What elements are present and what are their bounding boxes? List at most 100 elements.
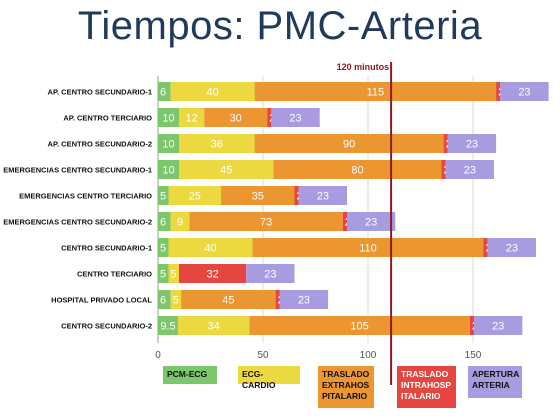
bar-segment [179,108,205,127]
legend-label: TRASLADO [401,369,449,379]
bar-segment [487,238,536,257]
legend-label: INTRAHOSP [401,380,452,390]
bar-segment [158,290,171,309]
data-label: 5 [173,295,179,307]
bar-segment [179,160,274,179]
bar-segment [168,238,253,257]
bar-segment [447,134,497,153]
data-label: 25 [189,191,201,203]
bar-segment [298,186,347,205]
data-label: 23 [466,139,478,151]
bar-segment [254,134,444,153]
bar-segment [177,316,250,335]
data-label: 5 [171,269,177,281]
data-label: 30 [230,113,242,125]
data-label: 5 [160,191,166,203]
category-label: EMERGENCIAS CENTRO SECUNDARIO-1 [3,166,152,175]
category-label: HOSPITAL PRIVADO LOCAL [51,296,152,305]
bar-segment [181,290,276,309]
data-label: 23 [317,191,329,203]
legend-label: APERTURA [472,369,520,379]
bar-segment [267,108,272,127]
bar-segment [246,264,295,283]
category-label: EMERGENCIAS CENTRO SECUNDARIO-2 [3,218,152,227]
data-label: 80 [351,165,363,177]
data-label: 10 [162,165,174,177]
bar-segment [483,238,488,257]
bar-segment [158,108,179,127]
category-label: AP. CENTRO SECUNDARIO-1 [48,88,152,97]
data-label: 45 [222,295,234,307]
category-label: CENTRO TERCIARIO [77,270,152,279]
bar-segment [252,238,484,257]
bar-segment [249,316,470,335]
legend-label: PCM-ECG [167,369,208,379]
bar-segment [443,134,448,153]
legend-item: TRASLADO EXTRAHOS PITALARIO [318,366,374,408]
data-label: 90 [343,139,355,151]
data-label: 9.5 [160,321,175,333]
legend-label: ARTERIA [472,380,510,390]
data-label: 10 [162,113,174,125]
data-label: 32 [206,269,218,281]
bar-segment [441,160,446,179]
data-label: 23 [518,87,530,99]
bar-segment [179,134,255,153]
legend-item: ECG-CARDIO [238,366,300,390]
bar-segment [158,212,171,231]
category-label: AP. CENTRO TERCIARIO [63,114,152,123]
bar-segment [469,316,475,335]
data-label: 23 [289,113,301,125]
x-tick-label: 150 [465,350,482,361]
data-label: 23 [365,217,377,229]
bar-segment [179,264,247,283]
reference-line-label: 120 minutos [337,62,390,72]
bar-segment [496,82,501,101]
bar-segment [158,82,171,101]
legend-label: EXTRAHOS [322,380,370,390]
data-label: 73 [260,217,272,229]
x-tick-label: 0 [155,350,161,361]
bar-segment [342,212,347,231]
data-label: 6 [160,217,166,229]
data-label: 40 [204,243,216,255]
data-label: 5 [160,243,166,255]
bar-segment [158,264,169,283]
data-label: 23 [298,295,310,307]
data-label: 12 [185,113,197,125]
x-tick-label: 100 [360,350,377,361]
category-label: EMERGENCIAS CENTRO TERCIARIO [19,192,152,201]
data-label: 5 [160,269,166,281]
data-label: 40 [206,87,218,99]
data-label: 23 [506,243,518,255]
legend-label: ECG-CARDIO [242,369,276,390]
bar-segment [158,160,179,179]
bar-segment [158,134,179,153]
bar-segment [500,82,549,101]
bar-segment [158,316,178,335]
bar-segment [271,108,320,127]
bar-segment [347,212,396,231]
bar-segment [189,212,343,231]
bar-segment [445,160,494,179]
bar-segment [204,108,268,127]
legend-item: TRASLADO INTRAHOSP ITALARIO [397,366,456,408]
bar-segment [279,290,329,309]
bar-segment [168,186,221,205]
data-label: 36 [211,139,223,151]
bar-segment [275,290,280,309]
legend-label: ITALARIO [401,391,441,401]
legend-label: TRASLADO [322,369,370,379]
bar-segment [273,160,442,179]
data-label: 10 [162,139,174,151]
legend-item: APERTURA ARTERIA [468,366,522,398]
legend-label: PITALARIO [322,391,368,401]
category-label: CENTRO SECUNDARIO-1 [61,244,152,253]
bar-segment [294,186,299,205]
category-label: CENTRO SECUNDARIO-2 [61,322,152,331]
bar-segment [158,186,169,205]
data-label: 105 [350,321,368,333]
data-label: 35 [252,191,264,203]
bar-segment [158,238,169,257]
